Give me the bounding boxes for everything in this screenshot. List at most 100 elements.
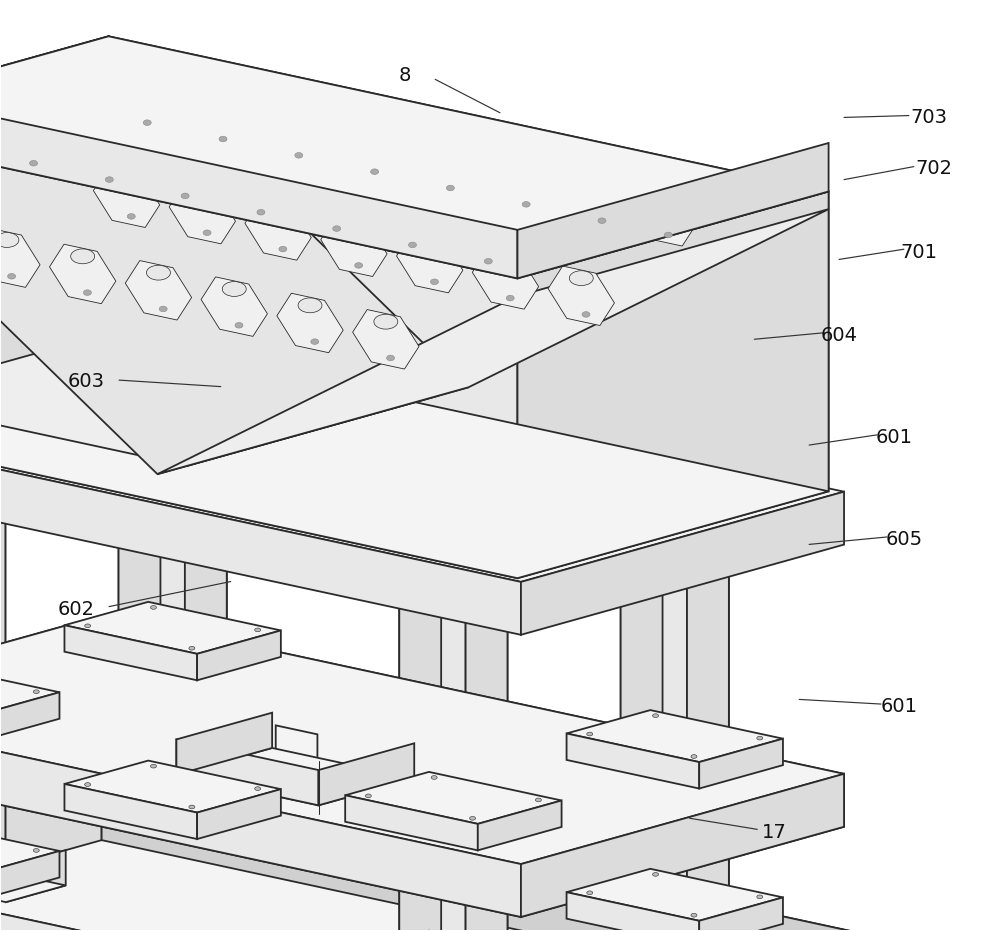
Polygon shape: [0, 614, 844, 864]
Polygon shape: [0, 822, 59, 874]
Ellipse shape: [691, 472, 697, 476]
Polygon shape: [472, 250, 539, 309]
Polygon shape: [399, 582, 441, 931]
Polygon shape: [276, 422, 317, 432]
Ellipse shape: [355, 263, 363, 268]
Polygon shape: [0, 474, 5, 876]
Polygon shape: [276, 412, 317, 421]
Polygon shape: [345, 795, 478, 850]
Polygon shape: [276, 738, 317, 749]
Polygon shape: [276, 771, 317, 781]
Polygon shape: [276, 425, 317, 434]
Polygon shape: [276, 403, 317, 413]
Polygon shape: [276, 408, 317, 418]
Polygon shape: [276, 416, 317, 426]
Polygon shape: [276, 740, 317, 750]
Polygon shape: [687, 534, 729, 931]
Ellipse shape: [222, 281, 246, 296]
Ellipse shape: [587, 450, 593, 453]
Polygon shape: [169, 184, 235, 244]
Polygon shape: [276, 428, 317, 439]
Polygon shape: [663, 520, 729, 923]
Polygon shape: [276, 417, 317, 427]
Ellipse shape: [298, 298, 322, 313]
Polygon shape: [478, 519, 562, 568]
Polygon shape: [0, 614, 844, 864]
Polygon shape: [276, 773, 317, 783]
Polygon shape: [567, 452, 699, 506]
Polygon shape: [276, 402, 317, 412]
Polygon shape: [219, 446, 314, 484]
Polygon shape: [0, 693, 59, 742]
Ellipse shape: [159, 306, 167, 312]
Ellipse shape: [691, 913, 697, 917]
Ellipse shape: [33, 408, 39, 412]
Polygon shape: [276, 419, 317, 429]
Polygon shape: [276, 746, 317, 756]
Ellipse shape: [71, 249, 95, 263]
Ellipse shape: [418, 238, 442, 253]
Polygon shape: [0, 705, 521, 917]
Ellipse shape: [150, 605, 156, 609]
Polygon shape: [276, 415, 317, 425]
Polygon shape: [0, 488, 5, 888]
Polygon shape: [276, 438, 317, 447]
Ellipse shape: [582, 312, 590, 317]
Polygon shape: [276, 755, 317, 765]
Polygon shape: [276, 743, 317, 753]
Ellipse shape: [203, 230, 211, 236]
Ellipse shape: [320, 185, 344, 200]
Polygon shape: [276, 730, 317, 740]
Polygon shape: [276, 399, 317, 409]
Ellipse shape: [219, 136, 227, 142]
Ellipse shape: [115, 172, 139, 187]
Polygon shape: [0, 332, 844, 582]
Ellipse shape: [0, 233, 19, 248]
Polygon shape: [176, 748, 414, 805]
Ellipse shape: [244, 169, 268, 183]
Ellipse shape: [333, 226, 341, 232]
Polygon shape: [276, 753, 317, 763]
Polygon shape: [353, 310, 419, 369]
Polygon shape: [0, 74, 517, 278]
Polygon shape: [567, 428, 783, 479]
Polygon shape: [277, 293, 343, 353]
Ellipse shape: [652, 191, 676, 206]
Polygon shape: [621, 532, 687, 931]
Polygon shape: [176, 739, 319, 805]
Polygon shape: [276, 750, 317, 761]
Polygon shape: [276, 407, 317, 417]
Polygon shape: [337, 123, 403, 182]
Ellipse shape: [387, 356, 395, 360]
Polygon shape: [276, 735, 317, 745]
Ellipse shape: [206, 95, 230, 110]
Polygon shape: [276, 436, 317, 446]
Polygon shape: [276, 406, 317, 416]
Ellipse shape: [311, 339, 319, 344]
Polygon shape: [276, 442, 317, 452]
Polygon shape: [699, 456, 783, 506]
Text: 17: 17: [762, 823, 787, 842]
Polygon shape: [276, 401, 317, 412]
Polygon shape: [276, 737, 317, 748]
Polygon shape: [521, 774, 844, 917]
Ellipse shape: [446, 185, 454, 191]
Polygon shape: [185, 426, 227, 826]
Ellipse shape: [190, 189, 214, 204]
Text: 605: 605: [885, 531, 922, 549]
Polygon shape: [276, 748, 317, 758]
Ellipse shape: [358, 128, 382, 142]
Polygon shape: [261, 107, 327, 167]
Polygon shape: [276, 756, 317, 767]
Ellipse shape: [472, 218, 496, 233]
Polygon shape: [0, 770, 102, 931]
Ellipse shape: [374, 315, 398, 329]
Polygon shape: [441, 582, 507, 931]
Polygon shape: [276, 431, 317, 441]
Ellipse shape: [365, 794, 371, 798]
Ellipse shape: [522, 201, 530, 207]
Polygon shape: [109, 74, 176, 134]
Ellipse shape: [168, 152, 192, 167]
Polygon shape: [276, 774, 317, 784]
Polygon shape: [197, 348, 281, 398]
